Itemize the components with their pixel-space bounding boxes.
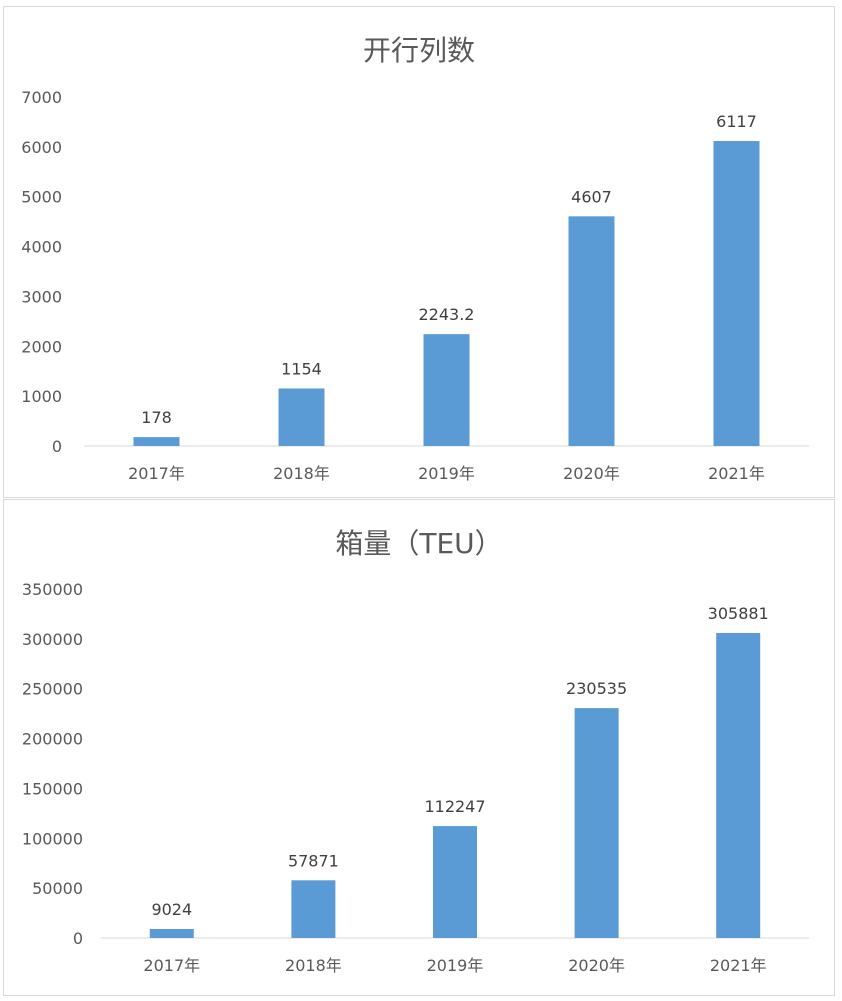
x-tick-label: 2020年 — [563, 464, 620, 483]
y-tick-label: 150000 — [22, 779, 83, 798]
bar — [149, 929, 194, 938]
data-label: 57871 — [288, 851, 339, 870]
bar — [433, 826, 477, 938]
chart-title: 箱量（TEU） — [335, 527, 503, 560]
x-tick-label: 2021年 — [708, 464, 765, 483]
data-label: 2243.2 — [419, 305, 475, 324]
bar — [713, 141, 760, 446]
y-tick-label: 250000 — [22, 680, 83, 699]
bar — [291, 880, 336, 938]
data-label: 6117 — [716, 112, 757, 131]
x-tick-label: 2019年 — [427, 956, 484, 975]
x-tick-label: 2017年 — [128, 464, 185, 483]
y-tick-label: 7000 — [21, 88, 62, 107]
chart-plot-trains: 0 1000 2000 3000 4000 5000 6000 7000 178 2017年 115… — [21, 88, 809, 483]
x-tick-label: 2020年 — [568, 956, 625, 975]
y-tick-label: 4000 — [21, 238, 62, 257]
bar — [278, 388, 325, 446]
y-tick-label: 5000 — [21, 188, 62, 207]
chart-title: 开行列数 — [362, 34, 475, 67]
chart-panel-trains: 开行列数 0 1000 2000 3000 4000 5000 6000 7000 178 201… — [3, 6, 835, 498]
y-tick-label: 0 — [73, 929, 83, 948]
y-tick-label: 200000 — [22, 730, 83, 749]
y-tick-label: 1000 — [21, 387, 62, 406]
bar — [716, 632, 761, 938]
y-tick-label: 3000 — [21, 287, 62, 306]
x-tick-label: 2017年 — [143, 956, 200, 975]
x-tick-label: 2018年 — [285, 956, 342, 975]
data-label: 4607 — [571, 187, 612, 206]
y-tick-label: 100000 — [22, 829, 83, 848]
y-tick-label: 0 — [52, 437, 62, 456]
x-tick-label: 2021年 — [710, 956, 767, 975]
y-tick-label: 50000 — [32, 879, 83, 898]
data-label: 178 — [141, 408, 172, 427]
data-label: 230535 — [566, 679, 627, 698]
y-tick-label: 6000 — [21, 138, 62, 157]
y-tick-label: 300000 — [22, 630, 83, 649]
bar — [133, 437, 180, 446]
bar — [574, 708, 619, 938]
bar — [423, 334, 470, 446]
bar — [568, 216, 615, 446]
x-tick-label: 2019年 — [418, 464, 475, 483]
x-tick-label: 2018年 — [273, 464, 330, 483]
data-label: 112247 — [424, 797, 485, 816]
chart-plot-teu: 0 50000 100000 150000 200000 250000 300000 3500… — [22, 580, 809, 975]
data-label: 305881 — [708, 604, 769, 623]
data-label: 1154 — [281, 359, 322, 378]
y-tick-label: 2000 — [21, 337, 62, 356]
data-label: 9024 — [151, 900, 192, 919]
chart-panel-teu: 箱量（TEU） 0 50000 100000 150000 200000 250000 30… — [3, 499, 835, 996]
y-tick-label: 350000 — [22, 580, 83, 599]
